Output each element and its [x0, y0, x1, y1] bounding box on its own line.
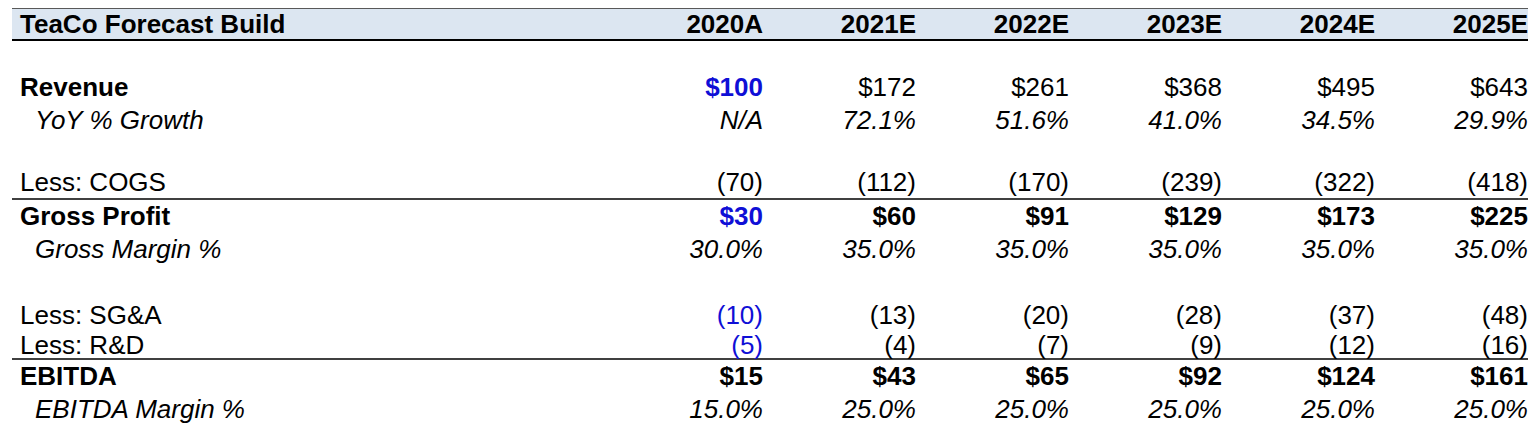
cell-gross-margin-2023E[interactable]: 35.0% — [1069, 234, 1222, 265]
cell-cogs-2024E[interactable]: (322) — [1222, 167, 1375, 198]
cell-gross-profit-2024E[interactable]: $173 — [1222, 201, 1375, 232]
cell-cogs-2025E[interactable]: (418) — [1375, 167, 1528, 198]
cell-revenue-2023E[interactable]: $368 — [1069, 72, 1222, 103]
cell-rd-2025E[interactable]: (16) — [1375, 330, 1528, 361]
cell-gross-margin-2024E[interactable]: 35.0% — [1222, 234, 1375, 265]
row-label-yoy-growth[interactable]: YoY % Growth — [12, 105, 610, 136]
row-gross-margin: Gross Margin % 30.0% 35.0% 35.0% 35.0% 3… — [12, 233, 1528, 266]
column-header-2021E[interactable]: 2021E — [763, 9, 916, 40]
cell-gross-profit-2025E[interactable]: $225 — [1375, 201, 1528, 232]
cell-yoy-2024E[interactable]: 34.5% — [1222, 105, 1375, 136]
row-label-ebitda[interactable]: EBITDA — [12, 361, 610, 392]
cell-cogs-2022E[interactable]: (170) — [916, 167, 1069, 198]
cell-ebitda-margin-2020A[interactable]: 15.0% — [610, 394, 763, 425]
cell-cogs-2023E[interactable]: (239) — [1069, 167, 1222, 198]
cell-yoy-2021E[interactable]: 72.1% — [763, 105, 916, 136]
cell-sga-2021E[interactable]: (13) — [763, 300, 916, 331]
cell-ebitda-2020A[interactable]: $15 — [610, 361, 763, 392]
cell-yoy-2020A[interactable]: N/A — [610, 105, 763, 136]
cell-revenue-2025E[interactable]: $643 — [1375, 72, 1528, 103]
row-ebitda-margin: EBITDA Margin % 15.0% 25.0% 25.0% 25.0% … — [12, 393, 1528, 426]
row-revenue: Revenue $100 $172 $261 $368 $495 $643 — [12, 71, 1528, 104]
cell-rd-2020A[interactable]: (5) — [610, 330, 763, 361]
row-ebitda: EBITDA $15 $43 $65 $92 $124 $161 — [12, 360, 1528, 393]
cell-sga-2023E[interactable]: (28) — [1069, 300, 1222, 331]
row-sga: Less: SG&A (10) (13) (20) (28) (37) (48) — [12, 299, 1528, 332]
cell-sga-2020A[interactable]: (10) — [610, 300, 763, 331]
cell-gross-profit-2020A[interactable]: $30 — [610, 201, 763, 232]
cell-cogs-2020A[interactable]: (70) — [610, 167, 763, 198]
blank-row — [12, 137, 1528, 167]
column-header-2022E[interactable]: 2022E — [916, 9, 1069, 40]
cell-ebitda-2023E[interactable]: $92 — [1069, 361, 1222, 392]
row-label-gross-profit[interactable]: Gross Profit — [12, 201, 610, 232]
row-yoy-growth: YoY % Growth N/A 72.1% 51.6% 41.0% 34.5%… — [12, 104, 1528, 137]
cell-revenue-2024E[interactable]: $495 — [1222, 72, 1375, 103]
cell-ebitda-2024E[interactable]: $124 — [1222, 361, 1375, 392]
row-label-sga[interactable]: Less: SG&A — [12, 300, 610, 331]
table-title[interactable]: TeaCo Forecast Build — [12, 9, 610, 40]
table-header-row: TeaCo Forecast Build 2020A 2021E 2022E 2… — [12, 8, 1528, 41]
cell-cogs-2021E[interactable]: (112) — [763, 167, 916, 198]
cell-sga-2022E[interactable]: (20) — [916, 300, 1069, 331]
row-gross-profit: Gross Profit $30 $60 $91 $129 $173 $225 — [12, 200, 1528, 233]
cell-ebitda-margin-2025E[interactable]: 25.0% — [1375, 394, 1528, 425]
cell-ebitda-margin-2023E[interactable]: 25.0% — [1069, 394, 1222, 425]
row-label-cogs[interactable]: Less: COGS — [12, 167, 610, 198]
cell-gross-margin-2025E[interactable]: 35.0% — [1375, 234, 1528, 265]
row-label-gross-margin[interactable]: Gross Margin % — [12, 234, 610, 265]
cell-gross-profit-2021E[interactable]: $60 — [763, 201, 916, 232]
blank-row — [12, 41, 1528, 71]
cell-yoy-2025E[interactable]: 29.9% — [1375, 105, 1528, 136]
cell-revenue-2020A[interactable]: $100 — [610, 72, 763, 103]
row-rd: Less: R&D (5) (4) (7) (9) (12) (16) — [12, 332, 1528, 360]
cell-sga-2024E[interactable]: (37) — [1222, 300, 1375, 331]
cell-ebitda-margin-2024E[interactable]: 25.0% — [1222, 394, 1375, 425]
cell-gross-margin-2020A[interactable]: 30.0% — [610, 234, 763, 265]
cell-rd-2024E[interactable]: (12) — [1222, 330, 1375, 361]
cell-yoy-2022E[interactable]: 51.6% — [916, 105, 1069, 136]
column-header-2024E[interactable]: 2024E — [1222, 9, 1375, 40]
cell-revenue-2021E[interactable]: $172 — [763, 72, 916, 103]
cell-gross-margin-2021E[interactable]: 35.0% — [763, 234, 916, 265]
cell-ebitda-2025E[interactable]: $161 — [1375, 361, 1528, 392]
row-label-rd[interactable]: Less: R&D — [12, 330, 610, 361]
cell-ebitda-margin-2021E[interactable]: 25.0% — [763, 394, 916, 425]
cell-gross-profit-2022E[interactable]: $91 — [916, 201, 1069, 232]
cell-revenue-2022E[interactable]: $261 — [916, 72, 1069, 103]
cell-yoy-2023E[interactable]: 41.0% — [1069, 105, 1222, 136]
cell-ebitda-2021E[interactable]: $43 — [763, 361, 916, 392]
row-cogs: Less: COGS (70) (112) (170) (239) (322) … — [12, 167, 1528, 200]
cell-rd-2021E[interactable]: (4) — [763, 330, 916, 361]
cell-ebitda-2022E[interactable]: $65 — [916, 361, 1069, 392]
cell-rd-2022E[interactable]: (7) — [916, 330, 1069, 361]
cell-sga-2025E[interactable]: (48) — [1375, 300, 1528, 331]
column-header-2020A[interactable]: 2020A — [610, 9, 763, 40]
cell-rd-2023E[interactable]: (9) — [1069, 330, 1222, 361]
cell-gross-profit-2023E[interactable]: $129 — [1069, 201, 1222, 232]
column-header-2025E[interactable]: 2025E — [1375, 9, 1528, 40]
spreadsheet: TeaCo Forecast Build 2020A 2021E 2022E 2… — [0, 0, 1536, 441]
cell-gross-margin-2022E[interactable]: 35.0% — [916, 234, 1069, 265]
row-label-ebitda-margin[interactable]: EBITDA Margin % — [12, 394, 610, 425]
row-label-revenue[interactable]: Revenue — [12, 72, 610, 103]
column-header-2023E[interactable]: 2023E — [1069, 9, 1222, 40]
cell-ebitda-margin-2022E[interactable]: 25.0% — [916, 394, 1069, 425]
blank-row — [12, 266, 1528, 299]
